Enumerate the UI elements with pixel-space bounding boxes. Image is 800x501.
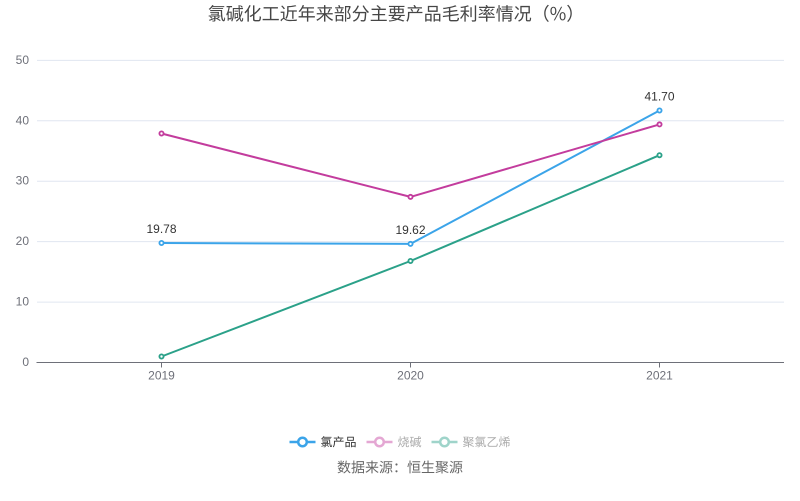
data-point-2-1[interactable] (407, 257, 414, 264)
data-source-note (337, 460, 463, 474)
x-axis (36, 362, 784, 368)
data-point-1-0[interactable] (158, 130, 165, 137)
data-point-0-1[interactable] (407, 240, 414, 247)
series-0: 19.78 19.62 41.70 (146, 90, 675, 247)
x-axis-label: 2019 (148, 369, 175, 383)
data-point-1-1[interactable] (407, 193, 414, 200)
x-axis-labels: 2019 2020 2021 (148, 369, 673, 383)
x-axis-label: 2020 (397, 369, 424, 383)
data-point-2-0[interactable] (158, 353, 165, 360)
legend-label-glyphs (462, 436, 510, 448)
legend-marker-icon (366, 436, 393, 448)
point-label: 19.78 (146, 222, 176, 236)
legend-item-1[interactable] (366, 436, 422, 448)
y-axis-labels: 0 10 20 30 40 50 (16, 53, 30, 369)
source-note-glyphs (337, 460, 463, 474)
series-2 (158, 152, 663, 360)
y-axis-label: 30 (16, 174, 30, 188)
y-axis-label: 40 (16, 113, 30, 127)
chart-title (208, 4, 572, 22)
point-label: 41.70 (644, 90, 674, 104)
point-labels-0: 19.78 19.62 41.70 (146, 90, 674, 237)
legend-marker-icon (431, 436, 458, 448)
legend-label-glyphs (321, 436, 356, 448)
chart-title-glyphs (208, 4, 572, 22)
y-axis-label: 0 (22, 355, 29, 369)
data-point-0-2[interactable] (656, 107, 663, 114)
point-label: 19.62 (395, 223, 425, 237)
legend-item-0[interactable] (289, 436, 356, 448)
y-axis-label: 20 (16, 234, 30, 248)
legend (289, 436, 510, 448)
data-point-1-2[interactable] (656, 121, 663, 128)
series-1 (158, 121, 663, 200)
y-axis-label: 10 (16, 295, 30, 309)
y-axis-label: 50 (16, 53, 30, 67)
legend-item-2[interactable] (431, 436, 510, 448)
legend-marker-icon (289, 436, 316, 448)
series-line-2 (160, 154, 661, 358)
legend-label-glyphs (397, 436, 422, 448)
data-point-2-2[interactable] (656, 152, 663, 159)
data-point-0-0[interactable] (158, 239, 165, 246)
x-axis-label: 2021 (646, 369, 673, 383)
